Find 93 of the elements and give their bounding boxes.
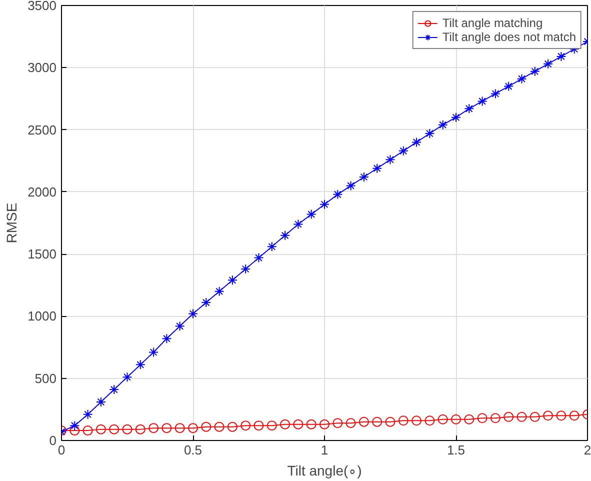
point	[412, 137, 422, 148]
point	[424, 416, 435, 426]
point	[109, 424, 120, 434]
point	[385, 154, 396, 165]
point	[306, 419, 316, 430]
point	[424, 128, 435, 139]
point	[438, 120, 448, 130]
y-axis-title: RMSE	[4, 202, 20, 244]
point	[477, 413, 488, 424]
point	[240, 420, 251, 431]
point	[398, 416, 408, 426]
point	[464, 104, 474, 114]
y-tick-label: 2000	[28, 184, 56, 200]
y-tick-label: 1500	[28, 246, 56, 262]
point	[96, 396, 106, 407]
point	[358, 416, 369, 427]
point	[412, 416, 422, 426]
point	[188, 308, 198, 319]
point	[227, 422, 238, 432]
legend-label: Tilt angle does not match	[442, 30, 576, 44]
point	[504, 412, 514, 422]
point	[320, 199, 330, 210]
point	[516, 74, 527, 84]
point	[332, 418, 343, 428]
point	[82, 426, 93, 436]
point	[227, 275, 238, 286]
point	[280, 230, 290, 240]
point	[174, 423, 185, 434]
point	[201, 298, 212, 308]
point	[214, 422, 224, 432]
point	[464, 414, 474, 424]
point	[266, 242, 277, 252]
point	[358, 172, 369, 182]
point	[135, 360, 146, 370]
point	[543, 58, 554, 69]
point	[70, 420, 80, 431]
x-axis-title: Tilt angle(∘)	[287, 462, 362, 478]
point	[266, 420, 277, 431]
point	[293, 419, 304, 430]
point	[122, 372, 132, 382]
point	[385, 416, 396, 427]
point	[543, 410, 554, 421]
point	[280, 419, 290, 430]
point	[135, 424, 146, 434]
point	[162, 334, 172, 344]
point	[516, 412, 527, 422]
point	[556, 410, 566, 421]
point	[148, 347, 159, 358]
point	[490, 88, 500, 99]
point	[254, 420, 264, 431]
y-tick-label: 1000	[28, 308, 56, 324]
point	[70, 426, 80, 436]
point	[109, 384, 120, 395]
point	[530, 412, 540, 422]
point	[254, 252, 264, 263]
point	[556, 51, 566, 62]
point	[188, 423, 198, 434]
point	[82, 409, 93, 420]
x-tick-label: 2	[584, 442, 591, 458]
legend-label: Tilt angle matching	[442, 16, 543, 30]
point	[346, 180, 356, 191]
point	[504, 81, 514, 92]
point	[346, 418, 356, 428]
point	[293, 219, 304, 230]
y-tick-label: 0	[49, 433, 57, 448]
point	[306, 209, 316, 220]
point	[451, 414, 461, 424]
point	[122, 424, 132, 434]
y-tick-label: 3500	[28, 0, 56, 13]
point	[201, 422, 212, 432]
y-tick-label: 3000	[28, 60, 56, 76]
point	[530, 66, 540, 76]
point	[477, 96, 488, 106]
point	[372, 416, 382, 427]
point	[148, 423, 159, 434]
point	[162, 423, 172, 434]
y-tick-label: 2500	[28, 122, 56, 138]
point	[490, 413, 500, 424]
point	[240, 264, 251, 274]
point	[438, 414, 448, 424]
y-tick-label: 500	[34, 370, 57, 386]
point	[96, 424, 106, 434]
point	[451, 112, 461, 122]
point	[320, 419, 330, 430]
x-tick-label: 0.5	[184, 442, 202, 458]
point	[174, 321, 185, 332]
point	[214, 286, 224, 296]
point	[332, 189, 343, 200]
point	[569, 410, 580, 421]
point	[372, 163, 382, 174]
point	[398, 146, 408, 156]
x-tick-label: 1	[320, 442, 328, 458]
x-tick-label: 1.5	[446, 442, 466, 458]
